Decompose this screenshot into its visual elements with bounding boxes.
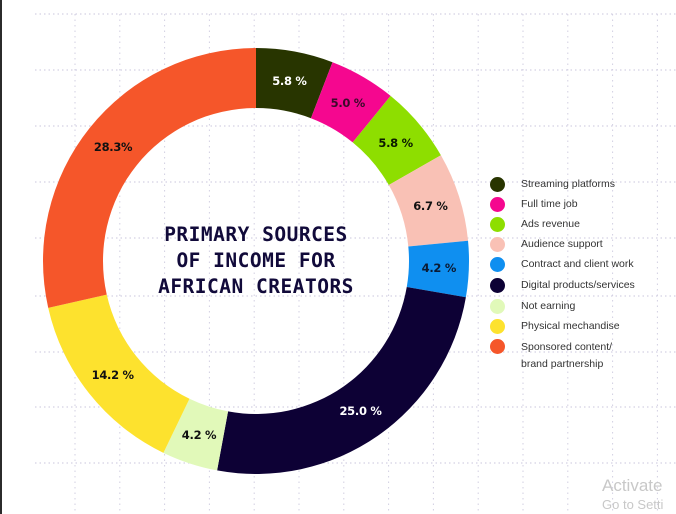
donut-slice-full-time-job (310, 62, 391, 143)
chart-title-line-1: PRIMARY SOURCES (164, 223, 348, 246)
slice-label-audience-support: 6.7 % (413, 198, 448, 213)
legend-label: Audience support (521, 237, 603, 250)
donut-slice-audience-support (388, 155, 469, 247)
window-left-border (0, 0, 2, 514)
slice-label-contract-client-work: 4.2 % (421, 260, 457, 275)
watermark-line-2: Go to Setti (602, 497, 664, 512)
legend-label-continued: brand partnership (521, 358, 604, 370)
donut-slice-contract-client-work (406, 240, 469, 298)
legend-item-audience-support: Audience support (490, 234, 635, 254)
legend-swatch-icon (490, 277, 505, 293)
legend-label-group: Sponsored content/ brand partnership (521, 339, 612, 373)
legend-item-physical-merchandise: Physical mechandise (490, 316, 635, 336)
slice-label-not-earning: 4.2 % (181, 427, 217, 442)
slice-label-physical-merchandise: 14.2 % (91, 367, 134, 382)
legend-label: Contract and client work (521, 257, 634, 270)
legend-label: Full time job (521, 197, 578, 210)
donut-slice-physical-merchandise (48, 294, 190, 453)
legend-item-sponsored-content: Sponsored content/ brand partnership (490, 336, 635, 375)
legend-swatch-icon (490, 318, 505, 334)
legend-swatch-icon (490, 236, 505, 252)
slice-label-full-time-job: 5.0 % (330, 95, 366, 110)
legend-item-contract-client-work: Contract and client work (490, 254, 635, 274)
chart-title-line-3: AFRICAN CREATORS (158, 275, 354, 298)
slice-label-sponsored-content: 28.3% (93, 139, 133, 154)
legend-item-full-time-job: Full time job (490, 194, 635, 214)
donut-slice-sponsored-content (42, 48, 256, 308)
donut-slice-streaming-platforms (256, 48, 333, 119)
legend-item-digital-products: Digital products/services (490, 274, 635, 296)
donut-slice-not-earning (163, 398, 229, 471)
legend-swatch-icon (490, 298, 505, 314)
legend-label: Streaming platforms (521, 177, 615, 190)
legend-item-ads-revenue: Ads revenue (490, 214, 635, 234)
legend-item-not-earning: Not earning (490, 296, 635, 316)
legend-item-streaming-platforms: Streaming platforms (490, 174, 635, 194)
legend-label: Digital products/services (521, 278, 635, 291)
legend-label: Not earning (521, 299, 576, 312)
slice-label-ads-revenue: 5.8 % (378, 135, 413, 150)
legend-label: Physical mechandise (521, 319, 620, 332)
chart-title: PRIMARY SOURCES OF INCOME FOR AFRICAN CR… (136, 222, 376, 300)
legend-swatch-icon (490, 339, 505, 354)
legend-swatch-icon (490, 176, 505, 192)
slice-label-digital-products: 25.0 % (339, 404, 382, 419)
legend-swatch-icon (490, 256, 505, 272)
donut-slice-digital-products (217, 287, 466, 474)
donut-slice-ads-revenue (352, 95, 441, 186)
chart-title-line-2: OF INCOME FOR (176, 249, 336, 272)
chart-legend: Streaming platforms Full time job Ads re… (490, 174, 635, 375)
legend-label: Ads revenue (521, 217, 580, 230)
legend-swatch-icon (490, 216, 505, 232)
watermark-line-1: Activate (602, 476, 663, 495)
legend-label: Sponsored content/ (521, 341, 613, 353)
windows-activation-watermark: Activate Go to Setti (602, 476, 663, 512)
slice-label-streaming-platforms: 5.8 % (272, 74, 307, 89)
legend-swatch-icon (490, 196, 505, 212)
